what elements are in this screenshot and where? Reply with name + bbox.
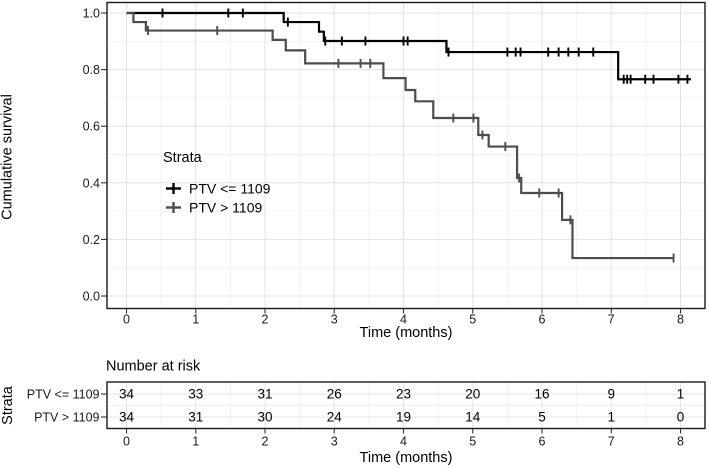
risk-x-axis-tick-label: 2 xyxy=(262,435,269,449)
x-axis-title: Time (months) xyxy=(360,325,453,341)
y-axis-title: Cumulative survival xyxy=(0,94,16,220)
legend-item-label-ptv-le-1109: PTV <= 1109 xyxy=(189,181,271,197)
risk-count-value: 20 xyxy=(465,387,480,402)
risk-count-value: 34 xyxy=(119,387,135,402)
x-axis-tick-label: 6 xyxy=(539,313,546,327)
risk-count-value: 31 xyxy=(257,387,272,402)
risk-x-axis-tick-label: 5 xyxy=(469,435,476,449)
risk-table-title: Number at risk xyxy=(106,359,201,375)
risk-count-value: 16 xyxy=(534,387,549,402)
x-axis-tick-label: 3 xyxy=(331,313,338,327)
risk-table-gridlines xyxy=(107,382,705,428)
risk-row-label-ptv-gt-1109: PTV > 1109 xyxy=(34,411,99,425)
main-plot-panel-border xyxy=(106,1,706,310)
risk-x-axis-tick-label: 7 xyxy=(608,435,615,449)
risk-x-axis-tick-label: 1 xyxy=(192,435,199,449)
y-axis-tick-label: 0.6 xyxy=(83,120,100,134)
risk-x-axis-tick-label: 4 xyxy=(400,435,407,449)
risk-count-value: 31 xyxy=(188,410,203,425)
x-axis-tick-label: 7 xyxy=(608,313,615,327)
risk-count-value: 1 xyxy=(677,387,685,402)
y-axis-tick-label: 1.0 xyxy=(83,7,100,21)
risk-x-axis-tick-label: 8 xyxy=(677,435,684,449)
risk-count-value: 0 xyxy=(677,410,685,425)
risk-table-y-axis-title: Strata xyxy=(0,385,16,425)
survival-curve xyxy=(126,11,674,260)
x-axis-tick-label: 4 xyxy=(400,313,407,327)
risk-count-value: 24 xyxy=(327,410,343,425)
legend-title: Strata xyxy=(163,150,203,166)
survival-curve xyxy=(126,11,691,81)
y-axis-tick-label: 0.8 xyxy=(83,63,100,77)
risk-count-value: 14 xyxy=(465,410,481,425)
x-axis-tick-label: 1 xyxy=(192,313,199,327)
risk-count-value: 19 xyxy=(396,410,411,425)
risk-row-label-ptv-le-1109: PTV <= 1109 xyxy=(27,388,100,402)
y-axis-tick-label: 0.4 xyxy=(83,176,100,190)
risk-table-counts: 34 33 31 26 23 20 16 9 1 34 31 30 24 19 14 5 1 0 xyxy=(119,387,684,425)
x-axis-tick-label: 8 xyxy=(677,313,684,327)
x-axis-tick-label: 2 xyxy=(262,313,269,327)
risk-table-x-axis-title: Time (months) xyxy=(360,450,453,466)
legend-key-icons xyxy=(166,183,181,213)
risk-count-value: 23 xyxy=(396,387,411,402)
risk-count-value: 26 xyxy=(327,387,342,402)
x-axis-tick-label: 0 xyxy=(123,313,130,327)
x-axis-tick-label: 5 xyxy=(469,313,476,327)
main-plot-axes: 1.0 0.8 0.6 0.4 0.2 0.0 0 1 2 3 4 5 6 7 8 xyxy=(83,7,684,327)
risk-count-value: 5 xyxy=(538,410,546,425)
risk-count-value: 33 xyxy=(188,387,203,402)
risk-count-value: 30 xyxy=(257,410,272,425)
risk-x-axis-tick-label: 6 xyxy=(539,435,546,449)
risk-x-axis-tick-label: 3 xyxy=(331,435,338,449)
risk-x-axis-tick-label: 0 xyxy=(123,435,130,449)
legend-item-label-ptv-gt-1109: PTV > 1109 xyxy=(189,200,263,216)
risk-table-panel-border xyxy=(106,381,706,430)
survival-curves xyxy=(126,8,691,263)
risk-count-value: 9 xyxy=(607,387,615,402)
y-axis-tick-label: 0.0 xyxy=(83,290,100,304)
risk-count-value: 1 xyxy=(607,410,615,425)
y-axis-tick-label: 0.2 xyxy=(83,233,100,247)
risk-count-value: 34 xyxy=(119,410,135,425)
